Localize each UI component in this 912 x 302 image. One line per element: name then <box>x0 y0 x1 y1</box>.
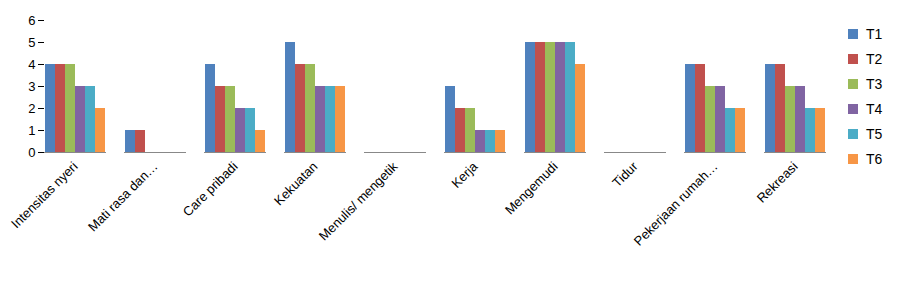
svg-text:6: 6 <box>28 13 35 28</box>
svg-text:Pekerjaan rumah…: Pekerjaan rumah… <box>631 159 721 249</box>
html-text:T2: T2 <box>866 51 883 67</box>
html-text:T1: T1 <box>866 26 883 42</box>
svg-text:4: 4 <box>28 57 35 72</box>
svg-text:Intensitas nyeri: Intensitas nyeri <box>8 159 81 232</box>
svg-text:1: 1 <box>28 123 35 138</box>
html-text:T5: T5 <box>866 126 883 142</box>
svg-text:Care pribadi: Care pribadi <box>180 159 241 220</box>
svg-text:Mengemudi: Mengemudi <box>502 159 561 218</box>
svg-text:Kekuatan: Kekuatan <box>271 159 320 208</box>
html-text:T6: T6 <box>866 151 883 167</box>
svg-text:Rekreasi: Rekreasi <box>754 159 801 206</box>
svg-text:Mati rasa dan…: Mati rasa dan… <box>85 159 160 234</box>
svg-text:3: 3 <box>28 79 35 94</box>
svg-text:Tidur: Tidur <box>609 158 641 190</box>
html-text:T4: T4 <box>866 101 883 117</box>
svg-text:Kerja: Kerja <box>448 158 481 191</box>
svg-text:2: 2 <box>28 101 35 116</box>
svg-text:0: 0 <box>28 145 35 160</box>
html-text:T3: T3 <box>866 76 883 92</box>
svg-text:Menulis/ mengetik: Menulis/ mengetik <box>316 158 401 243</box>
svg-text:5: 5 <box>28 35 35 50</box>
